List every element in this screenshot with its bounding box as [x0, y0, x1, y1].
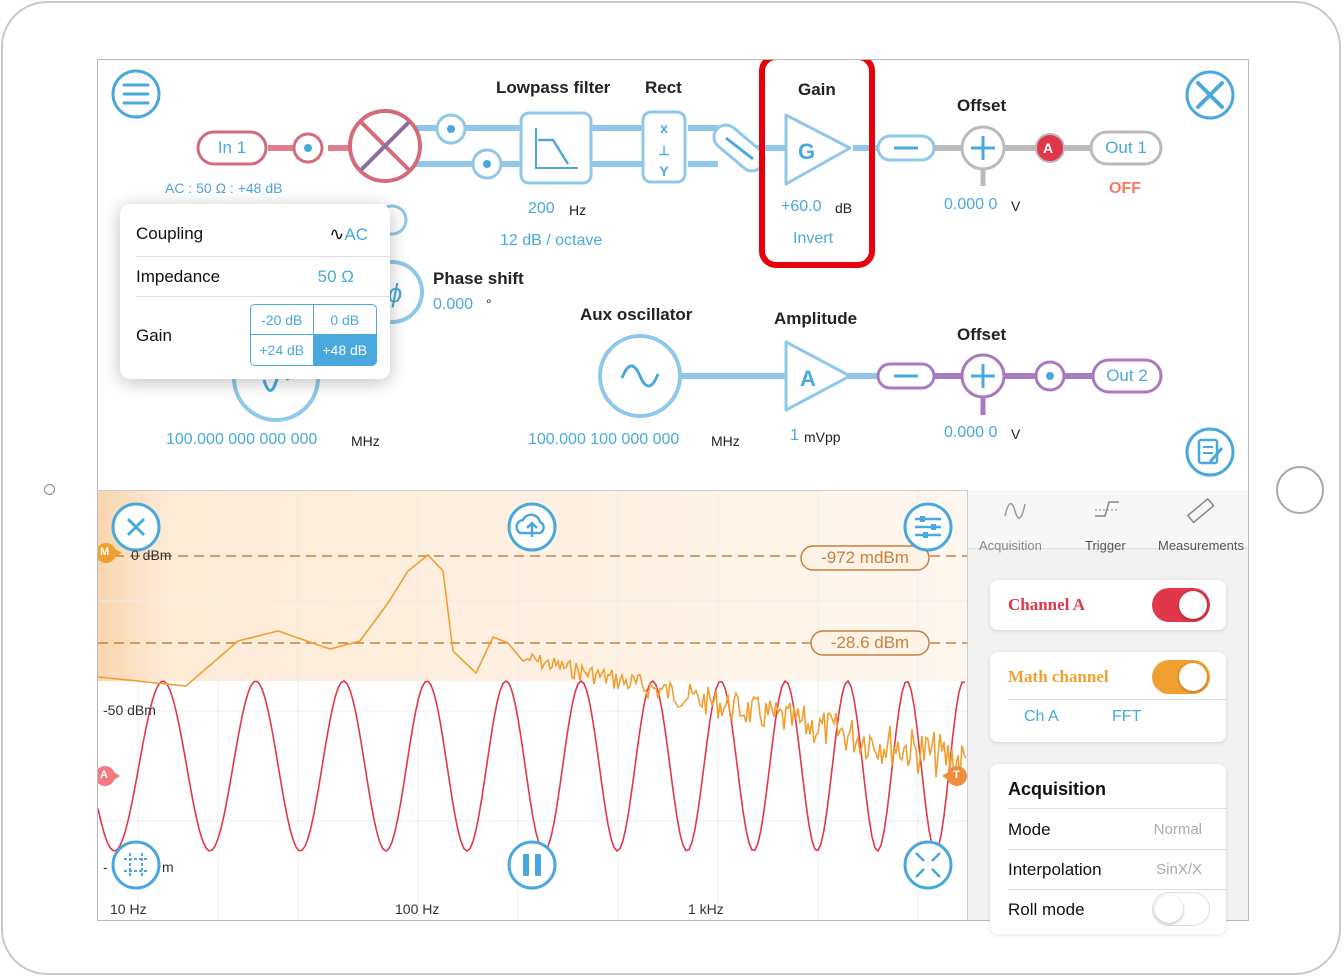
- acq-mode-label: Mode: [1008, 820, 1051, 839]
- acquisition-card: Acquisition Mode Normal Interpolation Si…: [990, 764, 1226, 934]
- offset-2-plus-button[interactable]: [960, 353, 1006, 399]
- grid-toggle-icon[interactable]: [111, 840, 161, 890]
- acq-roll-mode-label: Roll mode: [1008, 900, 1085, 919]
- tab-measurements[interactable]: Measurements: [1158, 538, 1244, 553]
- panel-tabs: Acquisition Trigger Measurements: [968, 490, 1248, 553]
- math-source[interactable]: Ch A: [1024, 708, 1059, 725]
- channel-a-badge: [1035, 133, 1065, 163]
- marker-m[interactable]: [98, 543, 116, 563]
- offset-2-minus-button[interactable]: [876, 362, 936, 390]
- settings-sliders-icon[interactable]: [903, 502, 953, 552]
- home-button[interactable]: [1276, 466, 1324, 514]
- marker-m-label: M: [100, 546, 110, 558]
- upload-cloud-icon[interactable]: [507, 502, 557, 552]
- y-label-bottom: -: [103, 859, 108, 875]
- channel-a-toggle[interactable]: [1152, 588, 1210, 622]
- y-label-bottom-suffix: m: [162, 859, 174, 875]
- svg-text:Y: Y: [659, 163, 669, 179]
- impedance-value[interactable]: 50 Ω: [317, 267, 354, 286]
- marker-t[interactable]: [947, 766, 967, 786]
- gain-amplifier-icon[interactable]: [784, 113, 852, 186]
- spectrum-plot-svg: [98, 491, 967, 920]
- input-1-button[interactable]: [196, 130, 268, 166]
- gain-highlight-box: [759, 60, 875, 268]
- ruler-icon: [1186, 497, 1215, 524]
- acquisition-title: Acquisition: [1008, 779, 1106, 799]
- notes-icon[interactable]: [1185, 427, 1235, 477]
- svg-text:⊥: ⊥: [658, 143, 669, 158]
- rect-block-icon[interactable]: x ⊥ Y: [641, 110, 687, 184]
- marker-a[interactable]: [98, 766, 115, 786]
- coupling-value[interactable]: ∿AC: [329, 224, 368, 244]
- cursor-2-readout[interactable]: -28.6 dBm: [830, 633, 910, 652]
- marker-a-label: A: [100, 769, 108, 781]
- offset-1-plus-button[interactable]: [960, 125, 1006, 171]
- gain-option-0[interactable]: 0 dB: [313, 305, 376, 335]
- x-tick-10hz: 10 Hz: [110, 901, 147, 917]
- acquisition-tab-icon: [1004, 502, 1026, 519]
- y-label-50dbm: -50 dBm: [103, 702, 156, 718]
- gain-option-plus48[interactable]: +48 dB: [313, 335, 376, 365]
- gain-option-plus24[interactable]: +24 dB: [251, 335, 314, 365]
- spectrum-plot[interactable]: M A T 0 dBm -50 dBm - m -972 mdBm -28.6 …: [98, 490, 967, 920]
- cursor-1-readout[interactable]: -972 mdBm: [821, 548, 909, 567]
- offset-1-minus-button[interactable]: [876, 134, 936, 162]
- svg-text:x: x: [660, 120, 668, 136]
- math-operation[interactable]: FFT: [1112, 708, 1142, 725]
- roll-mode-toggle[interactable]: [1152, 892, 1210, 926]
- coupling-label: Coupling: [136, 224, 204, 243]
- channel-a-trace: [98, 679, 966, 853]
- right-panel: Acquisition Trigger Measurements Channel…: [967, 490, 1248, 934]
- marker-t-label: T: [953, 769, 960, 781]
- impedance-label: Impedance: [136, 267, 221, 286]
- pause-icon[interactable]: [507, 840, 557, 890]
- math-channel-label: Math channel: [1008, 667, 1109, 686]
- channel-a-label: Channel A: [1008, 595, 1085, 614]
- gain-segmented-control: -20 dB 0 dB +24 dB +48 dB: [250, 304, 377, 366]
- amplitude-amplifier-icon[interactable]: [784, 340, 852, 412]
- math-channel-toggle[interactable]: [1152, 660, 1210, 694]
- tools-icon[interactable]: [1185, 70, 1235, 120]
- x-tick-1khz: 1 kHz: [688, 901, 724, 917]
- acq-interpolation-value[interactable]: SinX/X: [1156, 861, 1202, 878]
- signal-chain-diagram: x ⊥ Y: [111, 60, 1235, 477]
- y-label-0dbm: 0 dBm: [131, 547, 172, 563]
- gain-option-minus20[interactable]: -20 dB: [251, 305, 314, 335]
- svg-text:ϕ: ϕ: [388, 278, 402, 308]
- output-1-button[interactable]: [1089, 130, 1163, 166]
- acq-mode-value[interactable]: Normal: [1153, 821, 1202, 838]
- mixer-icon[interactable]: [348, 109, 422, 183]
- gain-setting-label: Gain: [136, 326, 172, 345]
- tab-acquisition[interactable]: Acquisition: [979, 538, 1042, 553]
- invert-toggle-icon[interactable]: [709, 120, 769, 176]
- sine-wave-icon: ∿: [329, 224, 345, 244]
- x-tick-100hz: 100 Hz: [395, 901, 440, 917]
- close-plot-icon[interactable]: [111, 502, 161, 552]
- channel-a-card: Channel A: [990, 580, 1226, 630]
- expand-icon[interactable]: [903, 840, 953, 890]
- output-2-button[interactable]: [1091, 358, 1163, 394]
- input-settings-popup: Coupling ∿AC Impedance 50 Ω Gain -20 dB …: [120, 204, 390, 379]
- menu-icon[interactable]: [111, 69, 161, 119]
- math-fft-trace: [98, 553, 967, 780]
- math-channel-card: Math channel Ch A FFT: [990, 652, 1226, 742]
- tab-trigger[interactable]: Trigger: [1085, 538, 1126, 553]
- trigger-tab-icon: [1095, 501, 1119, 517]
- aux-oscillator-icon[interactable]: [598, 334, 682, 418]
- lowpass-filter-icon[interactable]: [519, 111, 593, 185]
- acq-interpolation-label: Interpolation: [1008, 860, 1102, 879]
- camera-dot: [44, 484, 55, 495]
